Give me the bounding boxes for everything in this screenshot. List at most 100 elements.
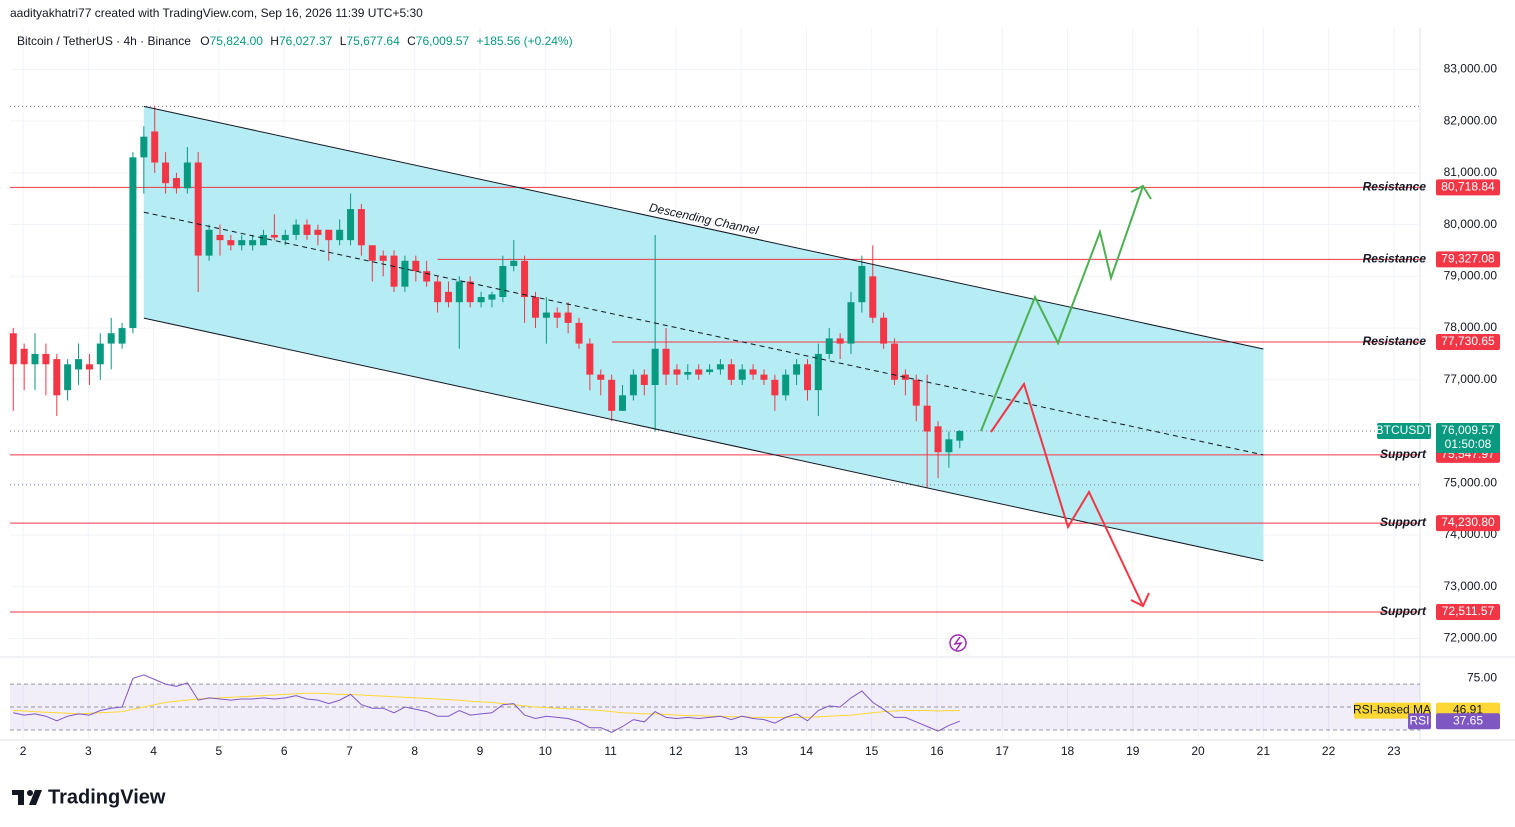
rsi-tick-label: 75.00 [1467,671,1497,685]
x-tick-label: 22 [1322,744,1336,758]
x-tick-label: 16 [930,744,944,758]
candle-body [597,374,605,380]
candle-body [75,359,83,370]
x-tick-label: 20 [1191,744,1205,758]
candle-body [151,131,159,163]
candle-body [901,374,909,380]
x-tick-label: 2 [20,744,27,758]
candle-body [249,240,257,246]
candle-body [499,265,507,298]
last-price-label: 76,009.57 [1441,423,1495,437]
symbol-tag-label: BTCUSDT [1376,423,1433,437]
channel-fill [143,106,1264,561]
axis-layer: 2 3 4 5 6 7 8 9 10 11 12 13 14 15 16 17 18 19 20 21 22 2372,0… [20,62,1500,758]
watermark: aadityakhatri77 created with TradingView… [10,6,423,20]
candle-body [444,291,452,303]
level-price-label: 72,511.57 [1442,604,1495,618]
logo-stem [18,790,24,805]
rsi-box [1436,713,1500,730]
candle-body [793,364,801,375]
channel-median [143,211,1264,456]
level-label: Support [1380,447,1427,461]
candle-body [891,343,899,380]
logo-slash [29,790,42,805]
rsi-value: 37.65 [1453,713,1483,727]
y-tick-label: 82,000.00 [1444,113,1498,127]
field-key: H [270,34,279,48]
candle-body [423,271,431,282]
candle-body [390,255,398,287]
channel-upper [143,105,1264,350]
rsi-tag [1408,713,1431,730]
footer-logo: TradingView [12,786,166,808]
candle-body [162,162,170,184]
candle-body [379,255,387,261]
candle-body [357,209,365,246]
candle-body [912,379,920,406]
candle-body [640,374,648,385]
candle-body [782,374,790,396]
candle-body [629,374,637,396]
candle-body [531,297,539,318]
main-layer: Descending Channel [9,105,1420,733]
candle-body [521,260,529,298]
candle-body [673,369,681,375]
y-tick-label: 79,000.00 [1444,269,1498,283]
x-tick-label: 21 [1257,744,1271,758]
candle-body [956,431,964,441]
x-tick-label: 13 [734,744,748,758]
candle-body [738,369,746,380]
candle-body [292,224,300,235]
candle-body [880,317,888,344]
field-value: 76,027.37 [279,34,333,48]
candle-body [542,312,550,318]
candle-body [477,297,485,303]
y-tick-label: 73,000.00 [1444,579,1498,593]
candle-body [836,338,844,344]
candle-body [825,338,833,354]
candle-body [64,364,72,391]
x-tick-label: 15 [865,744,879,758]
candle-body [706,369,714,373]
x-tick-label: 17 [996,744,1010,758]
candle-body [760,374,768,380]
y-tick-label: 80,000.00 [1444,217,1498,231]
field-value: 75,824.00 [210,34,264,48]
x-tick-label: 6 [281,744,288,758]
last-price-box [1436,423,1500,454]
candle-body [586,343,594,375]
level-price-box [1436,334,1500,351]
level-price-label: 74,230.80 [1441,515,1495,529]
x-tick-label: 11 [604,744,617,758]
candle-body [401,260,409,287]
y-tick-label: 81,000.00 [1444,165,1498,179]
y-tick-label: 78,000.00 [1444,320,1498,334]
candle-body [118,328,126,344]
candle-body [727,364,735,380]
candle-body [814,353,822,391]
candle-body [216,234,224,241]
candle-body [716,364,724,370]
candle-body [194,162,202,256]
bearish-path [990,381,1144,607]
candle-body [205,229,213,256]
candle-body [9,333,17,365]
level-label: Support [1380,515,1427,529]
x-tick-label: 14 [800,744,814,758]
x-tick-label: 8 [411,744,418,758]
candle-body [869,276,877,318]
rsi-name: RSI [1409,713,1429,727]
footer-brand: TradingView [48,786,166,808]
level-label: Resistance [1363,180,1427,194]
candle-body [575,322,583,344]
candle-body [85,364,93,370]
candle-body [412,260,420,272]
legend-header: Bitcoin / TetherUS · 4h · Binance O75,82… [17,34,573,48]
candle-body [564,312,572,323]
bullish-path [980,185,1144,432]
x-tick-label: 18 [1061,744,1075,758]
candle-body [771,379,779,396]
level-price-box [1436,179,1500,196]
x-tick-label: 23 [1387,744,1401,758]
